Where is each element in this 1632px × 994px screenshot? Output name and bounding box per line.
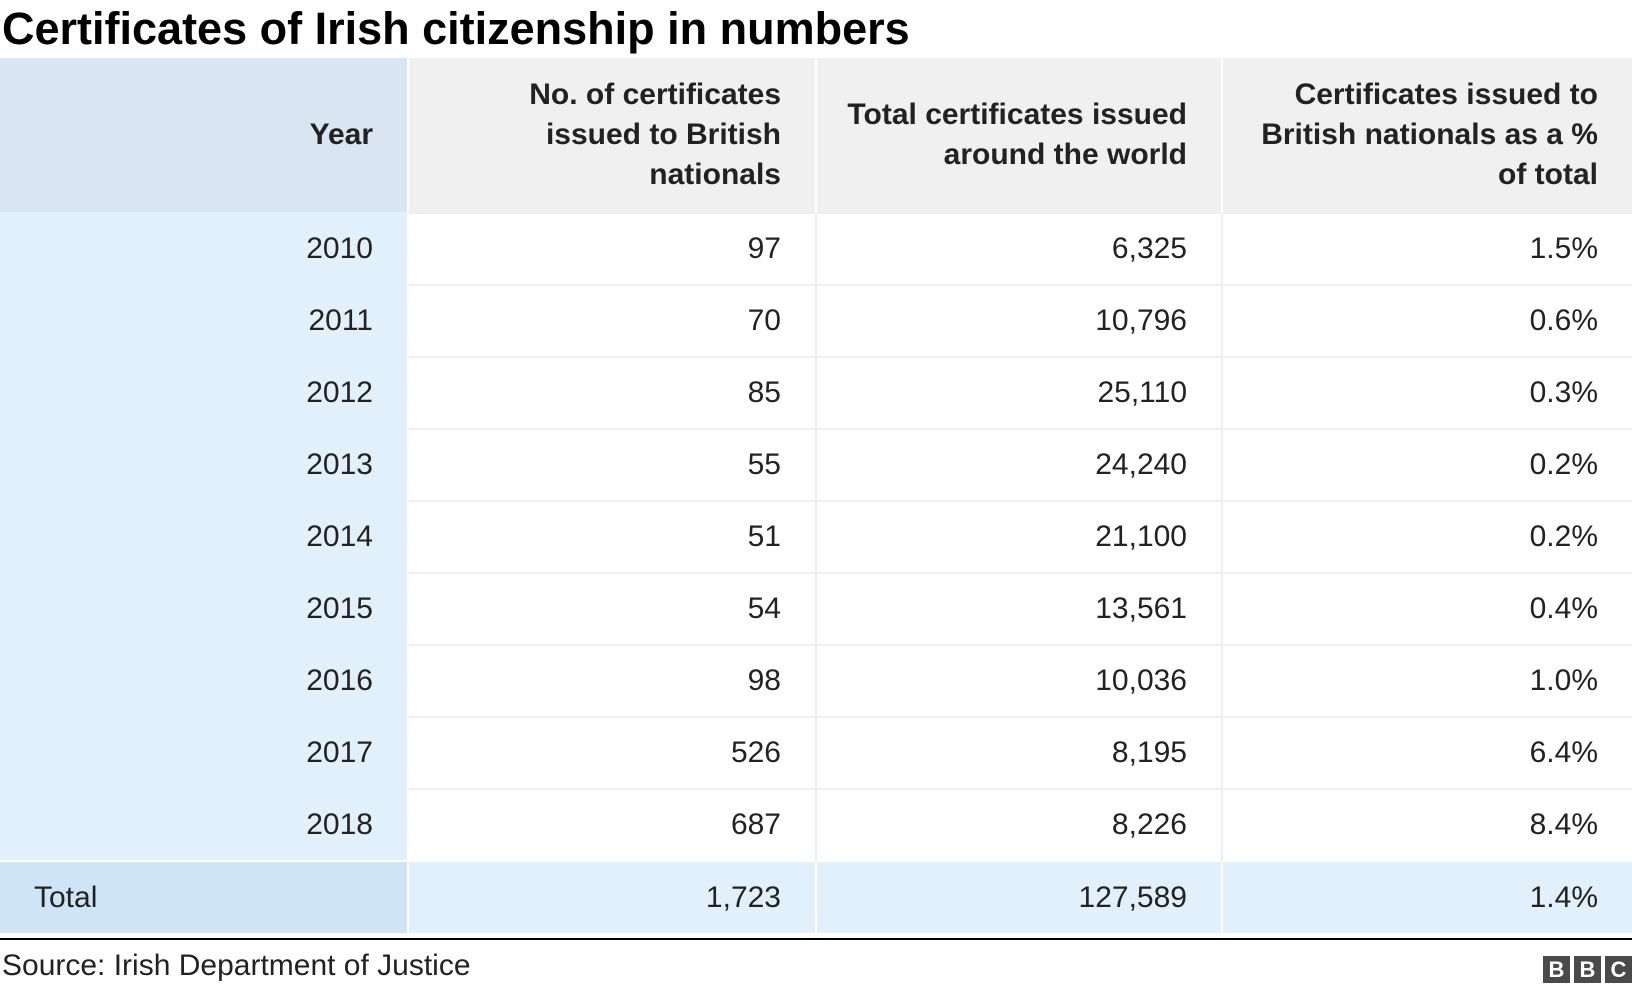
cell-total-certificates: 24,240 bbox=[816, 428, 1223, 501]
cell-total-certificates: 10,796 bbox=[816, 284, 1223, 357]
table-row: 2017 526 8,195 6.4% bbox=[0, 716, 1632, 789]
table-row: 2010 97 6,325 1.5% bbox=[0, 212, 1632, 285]
column-header-british-percentage: Certificates issued to British nationals… bbox=[1222, 58, 1632, 213]
cell-total-certificates: 25,110 bbox=[816, 356, 1223, 429]
cell-british-certificates: 526 bbox=[408, 716, 817, 789]
cell-british-certificates: 70 bbox=[408, 284, 817, 357]
bbc-logo: B B C bbox=[1543, 956, 1632, 983]
cell-british-certificates: 687 bbox=[408, 788, 817, 861]
table-body: 2010 97 6,325 1.5% 2011 70 10,796 0.6% 2… bbox=[0, 212, 1632, 933]
cell-british-certificates: 51 bbox=[408, 500, 817, 573]
cell-year: 2013 bbox=[0, 428, 409, 501]
cell-british-percentage: 0.2% bbox=[1222, 500, 1632, 573]
table-row: 2013 55 24,240 0.2% bbox=[0, 428, 1632, 501]
column-header-british-certificates: No. of certificates issued to British na… bbox=[408, 58, 817, 213]
table-row: 2012 85 25,110 0.3% bbox=[0, 356, 1632, 429]
cell-british-percentage: 0.4% bbox=[1222, 572, 1632, 645]
cell-british-certificates: 54 bbox=[408, 572, 817, 645]
cell-british-percentage: 1.0% bbox=[1222, 644, 1632, 717]
table-header-row: Year No. of certificates issued to Briti… bbox=[0, 58, 1632, 213]
source-note: Source: Irish Department of Justice bbox=[2, 949, 471, 982]
cell-british-certificates: 85 bbox=[408, 356, 817, 429]
chart-title: Certificates of Irish citizenship in num… bbox=[2, 3, 910, 54]
table-row: 2015 54 13,561 0.4% bbox=[0, 572, 1632, 645]
table-row: 2016 98 10,036 1.0% bbox=[0, 644, 1632, 717]
cell-total-certificates: 8,226 bbox=[816, 788, 1223, 861]
cell-total-british-certificates: 1,723 bbox=[408, 860, 817, 933]
cell-year: 2012 bbox=[0, 356, 409, 429]
cell-british-certificates: 55 bbox=[408, 428, 817, 501]
cell-british-percentage: 0.6% bbox=[1222, 284, 1632, 357]
table-row: 2011 70 10,796 0.6% bbox=[0, 284, 1632, 357]
cell-total-certificates: 21,100 bbox=[816, 500, 1223, 573]
cell-year: 2010 bbox=[0, 212, 409, 285]
cell-total-label: Total bbox=[0, 860, 409, 933]
bbc-logo-letter: B bbox=[1574, 956, 1601, 983]
bbc-logo-letter: C bbox=[1605, 956, 1632, 983]
footer-divider bbox=[0, 938, 1632, 940]
cell-total-certificates: 13,561 bbox=[816, 572, 1223, 645]
cell-british-certificates: 97 bbox=[408, 212, 817, 285]
cell-total-certificates: 6,325 bbox=[816, 212, 1223, 285]
cell-year: 2015 bbox=[0, 572, 409, 645]
cell-british-percentage: 8.4% bbox=[1222, 788, 1632, 861]
citizenship-table: Year No. of certificates issued to Briti… bbox=[0, 58, 1632, 933]
cell-total-certificates: 10,036 bbox=[816, 644, 1223, 717]
cell-british-certificates: 98 bbox=[408, 644, 817, 717]
column-header-year: Year bbox=[0, 58, 409, 213]
bbc-logo-letter: B bbox=[1543, 956, 1570, 983]
cell-total-certificates: 8,195 bbox=[816, 716, 1223, 789]
column-header-total-certificates: Total certificates issued around the wor… bbox=[816, 58, 1223, 213]
cell-british-percentage: 0.2% bbox=[1222, 428, 1632, 501]
cell-year: 2011 bbox=[0, 284, 409, 357]
cell-year: 2014 bbox=[0, 500, 409, 573]
cell-total-certificates: 127,589 bbox=[816, 860, 1223, 933]
table-row: 2018 687 8,226 8.4% bbox=[0, 788, 1632, 861]
cell-total-percentage: 1.4% bbox=[1222, 860, 1632, 933]
cell-year: 2016 bbox=[0, 644, 409, 717]
cell-british-percentage: 0.3% bbox=[1222, 356, 1632, 429]
table-row: 2014 51 21,100 0.2% bbox=[0, 500, 1632, 573]
cell-british-percentage: 1.5% bbox=[1222, 212, 1632, 285]
cell-year: 2018 bbox=[0, 788, 409, 861]
cell-year: 2017 bbox=[0, 716, 409, 789]
table-total-row: Total 1,723 127,589 1.4% bbox=[0, 860, 1632, 933]
cell-british-percentage: 6.4% bbox=[1222, 716, 1632, 789]
